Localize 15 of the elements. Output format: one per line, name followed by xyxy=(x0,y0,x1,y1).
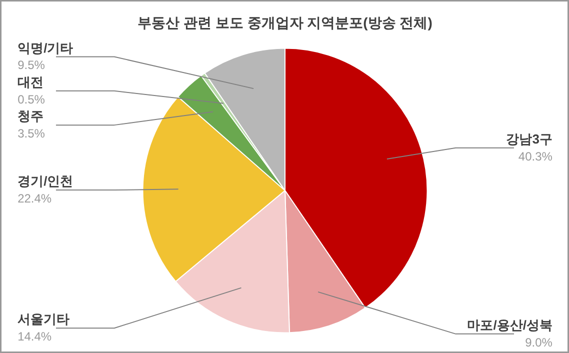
slice-label: 서울기타 xyxy=(18,312,70,327)
data-label: 40.3% xyxy=(518,149,553,164)
data-label: 3.5% xyxy=(18,126,46,140)
slice-label: 청주 xyxy=(18,108,44,124)
slice-label: 대전 xyxy=(18,74,44,90)
data-label: 0.5% xyxy=(18,92,46,106)
data-label: 14.4% xyxy=(18,330,52,344)
data-label: 9.5% xyxy=(18,58,46,72)
slice-label: 익명/기타 xyxy=(18,40,74,56)
data-label: 22.4% xyxy=(18,191,52,206)
slice-label: 마포/용산/성북 xyxy=(467,317,552,332)
slice-label: 경기/인천 xyxy=(18,174,74,189)
slice-label: 강남3구 xyxy=(506,131,552,146)
data-label: 9.0% xyxy=(525,335,553,350)
chart-title: 부동산 관련 보도 중개업자 지역분포(방송 전체) xyxy=(138,14,432,30)
